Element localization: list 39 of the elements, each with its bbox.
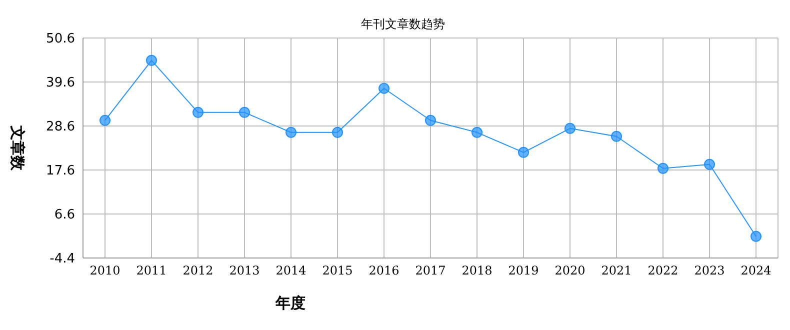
x-tick-label: 2011: [136, 264, 167, 278]
x-tick-label: 2010: [90, 264, 120, 278]
x-axis-title: 年度: [274, 294, 306, 312]
point: [425, 114, 436, 126]
point: [192, 106, 204, 118]
point: [611, 130, 622, 142]
point: [658, 162, 668, 174]
y-axis-title: 文章数: [8, 124, 27, 172]
x-tick-label: 2021: [601, 264, 632, 278]
x-tick-label: 2015: [322, 264, 353, 278]
y-tick-label: 39.6: [46, 76, 75, 91]
y-tick-label: 50.6: [46, 32, 75, 47]
point: [239, 106, 250, 118]
y-tick-label: 6.6: [54, 208, 75, 223]
x-tick-label: 2016: [368, 264, 400, 278]
x-tick-label: 2012: [182, 264, 214, 278]
x-tick-label: 2023: [694, 264, 725, 278]
point: [472, 126, 482, 138]
x-tick-label: 2017: [415, 264, 446, 278]
point: [146, 54, 157, 66]
point: [378, 82, 390, 94]
y-tick-label: -4.4: [50, 252, 75, 267]
y-tick-label: 28.6: [46, 120, 75, 135]
x-tick-label: 2020: [554, 264, 586, 278]
x-tick-label: 2014: [276, 264, 307, 278]
x-tick-label: 2024: [740, 264, 772, 278]
point: [750, 230, 762, 242]
point: [518, 146, 529, 158]
x-tick-label: 2019: [508, 264, 539, 278]
point: [704, 158, 715, 170]
point: [286, 126, 296, 138]
y-tick-label: 17.6: [46, 164, 75, 179]
chart-title: 年刊文章数趋势: [360, 16, 446, 33]
point: [100, 114, 110, 126]
point: [564, 122, 576, 134]
x-tick-label: 2022: [648, 264, 678, 278]
x-tick-label: 2013: [229, 264, 260, 278]
x-tick-label: 2018: [462, 264, 492, 278]
point: [332, 126, 343, 138]
